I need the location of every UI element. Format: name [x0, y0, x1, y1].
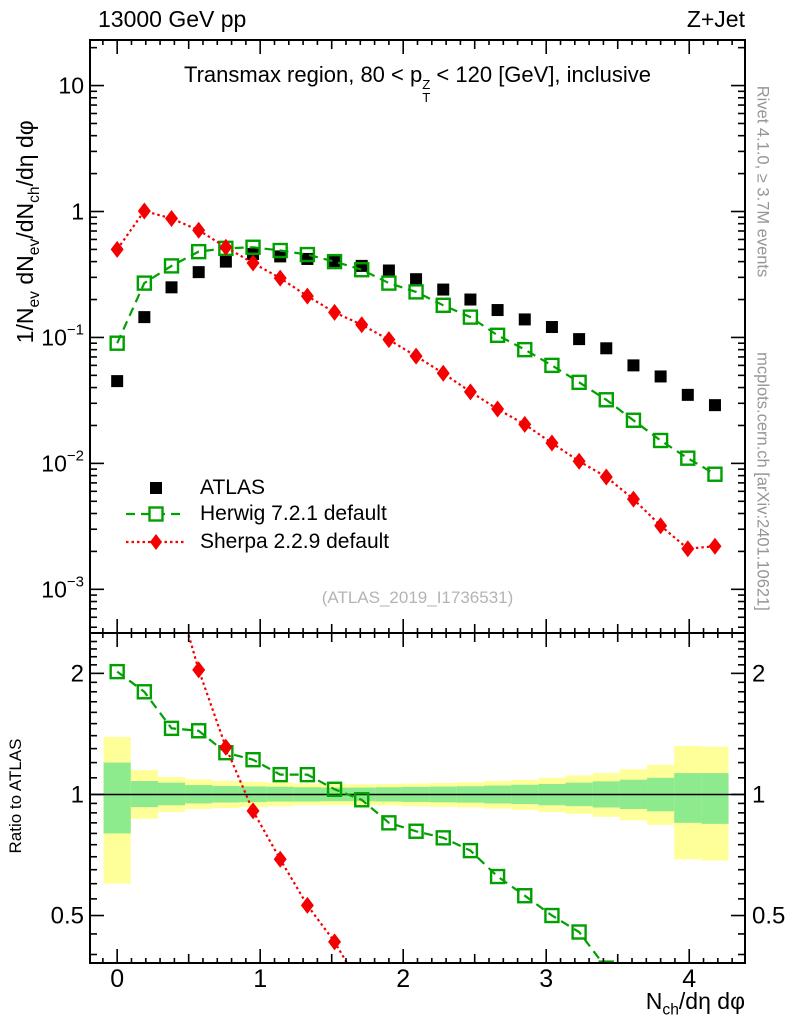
legend-item-herwig: Herwig 7.2.1 default — [124, 502, 387, 526]
x-axis-label: Nch/dη dφ — [645, 988, 745, 1019]
atlas-marker-icon — [150, 482, 162, 494]
svg-text:1: 1 — [71, 781, 84, 808]
svg-text:1: 1 — [253, 965, 267, 993]
svg-text:10−2: 10−2 — [41, 447, 84, 476]
svg-text:2: 2 — [752, 660, 765, 687]
svg-text:10−3: 10−3 — [41, 573, 84, 602]
analysis-id-watermark: (ATLAS_2019_I1736531) — [321, 588, 514, 607]
svg-text:3: 3 — [539, 965, 553, 993]
process-label: Z+Jet — [686, 6, 745, 32]
svg-text:10: 10 — [58, 73, 84, 99]
ratio-axis-label: Ratio to ATLAS — [6, 738, 25, 854]
y-axis-label: 1/Nev dNev/dNch/dη dφ — [12, 120, 43, 344]
legend-item-sherpa: Sherpa 2.2.9 default — [124, 530, 389, 554]
svg-text:1: 1 — [752, 781, 765, 808]
legend-label-sherpa: Sherpa 2.2.9 default — [200, 530, 390, 553]
svg-text:0.5: 0.5 — [51, 903, 84, 930]
rivet-version-note: Rivet 4.1.0, ≥ 3.7M events — [753, 85, 772, 278]
legend-item-atlas: ATLAS — [124, 476, 265, 500]
legend-label-atlas: ATLAS — [200, 476, 265, 499]
svg-text:4: 4 — [682, 965, 696, 993]
svg-text:10−1: 10−1 — [41, 321, 84, 350]
svg-text:0: 0 — [110, 965, 124, 993]
svg-text:2: 2 — [71, 660, 84, 687]
sherpa-marker-icon — [126, 534, 186, 550]
svg-text:2: 2 — [396, 965, 410, 993]
svg-text:0.5: 0.5 — [752, 903, 785, 930]
herwig-marker-icon — [126, 506, 186, 522]
beam-energy-label: 13000 GeV pp — [98, 6, 247, 32]
legend-label-herwig: Herwig 7.2.1 default — [200, 502, 387, 525]
mcplots-credit-note: mcplots.cern.ch [arXiv:2401.10621] — [753, 352, 772, 611]
svg-text:1: 1 — [71, 198, 84, 224]
